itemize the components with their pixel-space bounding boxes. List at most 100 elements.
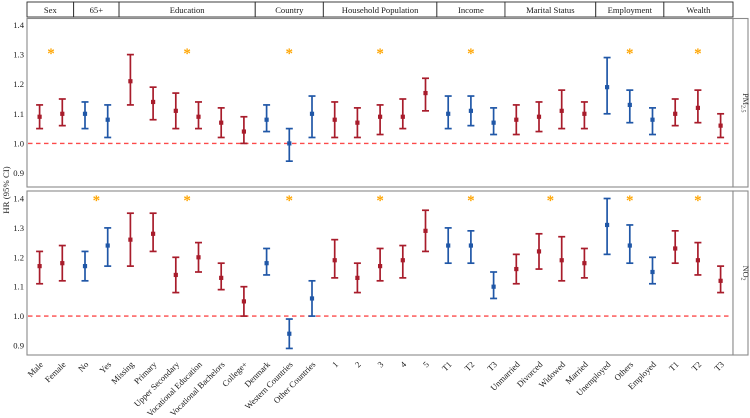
error-bar xyxy=(512,104,520,136)
y-tick-label: 1.2 xyxy=(13,79,24,89)
error-bar xyxy=(217,262,225,291)
group-header-label: 65+ xyxy=(90,5,104,15)
point-estimate-marker xyxy=(536,249,542,254)
point-estimate-marker xyxy=(332,117,337,122)
y-tick-label: 1.2 xyxy=(13,252,24,262)
point-estimate-marker xyxy=(241,299,246,304)
point-estimate-marker xyxy=(287,141,292,146)
group-header-label: Household Population xyxy=(342,5,419,15)
error-bar xyxy=(172,256,180,294)
x-tick-label: Female xyxy=(43,359,68,384)
error-bar xyxy=(558,235,566,282)
error-bar xyxy=(558,89,566,130)
error-bar xyxy=(717,112,725,139)
error-bar xyxy=(104,227,112,267)
y-tick-label: 1.4 xyxy=(13,20,24,30)
point-estimate-marker xyxy=(468,243,473,248)
x-tick-label: T2 xyxy=(689,359,703,373)
point-estimate-marker xyxy=(196,114,201,119)
point-estimate-marker xyxy=(514,117,519,122)
error-bar xyxy=(603,56,611,115)
x-tick-label: T1 xyxy=(440,359,454,373)
point-estimate-marker xyxy=(559,108,564,113)
point-estimate-marker xyxy=(151,99,156,105)
point-estimate-marker xyxy=(650,269,655,275)
x-tick-label: No xyxy=(76,359,91,374)
y-tick-label: 1.4 xyxy=(13,194,24,204)
point-estimate-marker xyxy=(264,117,269,122)
point-estimate-marker xyxy=(695,258,700,263)
error-bar xyxy=(240,115,248,145)
significance-asterisk: * xyxy=(183,193,191,209)
strip-box xyxy=(732,17,749,188)
point-estimate-marker xyxy=(219,120,224,125)
point-estimate-marker xyxy=(423,228,428,233)
error-bar xyxy=(717,265,725,294)
error-bar xyxy=(671,98,679,127)
x-tick-label: 1 xyxy=(330,359,340,369)
error-bar xyxy=(422,209,429,253)
group-header-income: Income xyxy=(436,1,506,18)
point-estimate-marker xyxy=(378,264,383,269)
point-estimate-marker xyxy=(650,117,655,122)
error-bar xyxy=(58,244,66,282)
error-bar xyxy=(376,247,384,282)
significance-asterisk: * xyxy=(47,46,55,62)
point-estimate-marker xyxy=(673,111,678,116)
error-bar xyxy=(217,107,225,139)
point-estimate-marker xyxy=(468,108,473,113)
point-estimate-marker xyxy=(105,117,110,122)
error-bar xyxy=(331,101,339,139)
group-header-wealth: Wealth xyxy=(663,1,734,18)
point-estimate-marker xyxy=(605,222,610,228)
point-estimate-marker xyxy=(559,258,564,263)
error-bar xyxy=(626,89,634,124)
point-estimate-marker xyxy=(355,275,360,280)
error-bar xyxy=(195,101,202,130)
group-header-label: Wealth xyxy=(686,5,711,15)
group-header-65-: 65+ xyxy=(73,1,120,18)
error-bar xyxy=(671,229,679,265)
significance-asterisk: * xyxy=(467,193,475,209)
error-bar xyxy=(81,250,89,282)
point-estimate-marker xyxy=(446,111,451,116)
error-bar xyxy=(626,224,634,265)
strip-text: NO2 xyxy=(739,265,750,280)
point-estimate-marker xyxy=(514,266,519,272)
error-bar xyxy=(467,229,475,265)
panel-pm25: 1.4 1.3 1.2 1.1 1.0 0.9 * * * * * * * PM2.5 xyxy=(13,17,750,188)
significance-asterisk: * xyxy=(547,193,555,209)
error-bar xyxy=(58,98,66,127)
error-bar xyxy=(694,241,702,276)
point-estimate-marker xyxy=(309,296,315,301)
point-estimate-marker xyxy=(400,258,405,263)
point-estimate-marker xyxy=(287,331,292,336)
panel-border xyxy=(26,17,734,188)
group-header-row: Sex 65+ Education Country Household Populati… xyxy=(26,1,734,18)
group-header-sex: Sex xyxy=(26,1,75,18)
point-estimate-marker xyxy=(82,111,88,116)
error-bar xyxy=(263,247,271,276)
y-tick-label: 1.0 xyxy=(13,138,24,148)
point-estimate-marker xyxy=(355,120,360,125)
significance-asterisk: * xyxy=(376,46,384,62)
y-tick-label: 1.1 xyxy=(13,282,24,292)
error-bar xyxy=(512,253,520,285)
y-axis-title: HR (95% CI) xyxy=(1,166,11,213)
error-bar xyxy=(149,212,157,253)
point-estimate-marker xyxy=(582,111,587,116)
point-estimate-marker xyxy=(491,120,496,125)
error-bar xyxy=(535,101,543,133)
group-header-box xyxy=(663,1,734,18)
significance-asterisk: * xyxy=(626,193,634,209)
point-estimate-marker xyxy=(37,264,42,269)
significance-asterisk: * xyxy=(467,46,475,62)
error-bar xyxy=(240,285,248,317)
significance-asterisk: * xyxy=(286,193,294,209)
error-bar xyxy=(376,104,384,136)
x-tick-label: T2 xyxy=(462,359,476,373)
point-estimate-marker xyxy=(446,243,451,248)
y-tick-label: 0.9 xyxy=(13,341,24,351)
error-bar xyxy=(149,86,157,121)
y-tick-label: 1.3 xyxy=(13,50,24,60)
